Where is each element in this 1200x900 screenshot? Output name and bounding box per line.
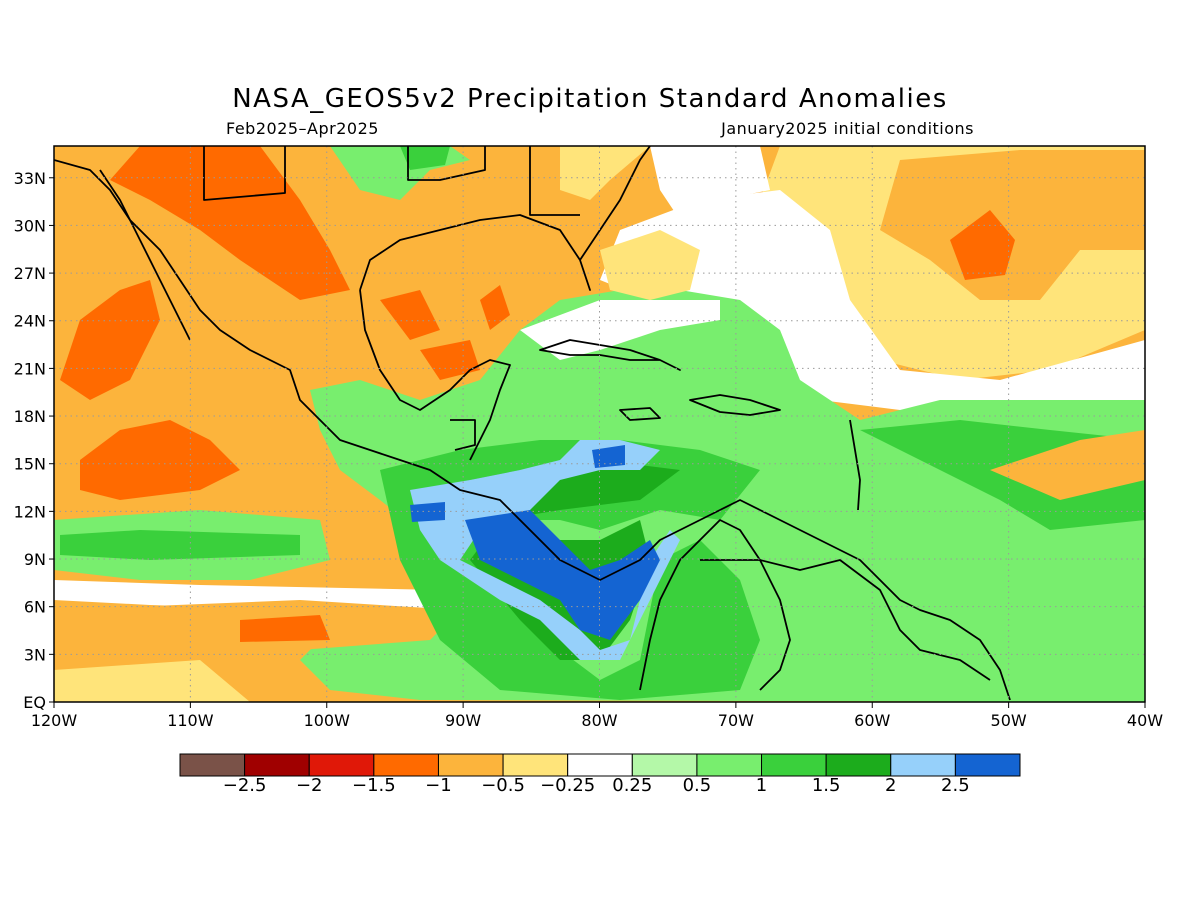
colorbar-label: −1: [425, 775, 452, 796]
lon-tick-label: 120W: [31, 711, 78, 730]
lat-tick-label: 15N: [14, 455, 46, 474]
field-gulf-dark-1: [380, 290, 440, 340]
field-gulf-dark-2: [420, 340, 480, 380]
lat-tick-label: 30N: [14, 216, 46, 235]
field-green-us-mid: [400, 146, 450, 170]
coastline-lesser-antilles: [849, 419, 861, 511]
colorbar-swatch: [890, 753, 956, 777]
lat-tick-label: 24N: [14, 312, 46, 331]
lon-tick-label: 60W: [854, 711, 890, 730]
colorbar-swatch: [631, 753, 698, 777]
lon-tick-label: 50W: [991, 711, 1027, 730]
coastline-jamaica: [619, 407, 661, 421]
colorbar-label: 2: [885, 775, 897, 796]
lat-tick-label: 9N: [24, 550, 46, 569]
forecast-period: Feb2025–Apr2025: [226, 119, 379, 138]
lat-tick-label: 12N: [14, 502, 46, 521]
field-white-gulf: [520, 300, 720, 360]
colorbar-label: −0.5: [481, 775, 525, 796]
field-yellow-florida: [600, 230, 700, 300]
lat-axis: EQ 3N 6N 9N 12N 15N 18N 21N 24N 27N 30N 33N: [14, 169, 54, 712]
colorbar-label: −1.5: [351, 775, 396, 796]
field-baja-dark: [60, 280, 160, 400]
colorbar-label: 1: [755, 775, 768, 796]
field-north-mexico-dark: [110, 146, 350, 300]
colorbar-label: 1.5: [811, 775, 841, 796]
colorbar-swatch: [696, 753, 763, 777]
colorbar-label: 2.5: [941, 775, 970, 796]
colorbar-label: 0.25: [612, 775, 653, 796]
coastline-cuba: [539, 339, 681, 371]
field-pacific-mexico-dark: [80, 420, 240, 500]
lat-tick-label: 33N: [14, 169, 46, 188]
colorbar-swatch: [373, 753, 439, 777]
lon-tick-label: 110W: [167, 711, 214, 730]
field-white-us: [650, 146, 770, 220]
lon-axis: 120W 110W 100W 90W 80W 70W 60W 50W 40W: [31, 702, 1163, 730]
coastline-gulf-west: [359, 289, 511, 461]
field-orange-pacific-dark: [240, 615, 330, 642]
colorbar-swatch: [954, 753, 1021, 777]
border-belize: [450, 419, 476, 451]
colorbar-swatch: [502, 753, 569, 777]
lon-tick-label: 80W: [581, 711, 617, 730]
field-blue-caribbean: [592, 445, 625, 468]
colorbar-swatch: [761, 753, 827, 777]
field-orange-atlantic-south: [990, 430, 1145, 500]
field-yellow-pacific: [54, 660, 250, 702]
coastline-mainland: [54, 159, 1011, 701]
coastline-south-america-interior: [639, 519, 791, 691]
coastline-baja: [99, 169, 191, 341]
lon-tick-label: 70W: [718, 711, 754, 730]
lat-tick-label: 6N: [24, 598, 46, 617]
lat-tick-label: EQ: [23, 693, 46, 712]
graticule: [54, 146, 1145, 702]
lon-tick-label: 40W: [1127, 711, 1163, 730]
lat-tick-label: 18N: [14, 407, 46, 426]
coastline-hispaniola: [689, 394, 781, 416]
colorbar-swatch: [825, 753, 892, 777]
colorbar-swatch: [308, 753, 375, 777]
colorbar-swatch: [179, 753, 246, 777]
initial-conditions: January2025 initial conditions: [721, 119, 974, 138]
colorbar-label: −2.5: [222, 775, 267, 796]
field-green-pacific-mid: [60, 530, 300, 560]
field-blue-dark-small: [410, 502, 445, 522]
colorbar-swatch: [567, 753, 633, 777]
border-south-america: [700, 559, 991, 681]
border-us-states: [407, 146, 486, 181]
lat-tick-label: 27N: [14, 264, 46, 283]
coastlines: [54, 146, 1011, 701]
colorbar-label: −0.25: [540, 775, 596, 796]
field-blue-dark: [465, 510, 660, 640]
field-yellow-us: [560, 146, 650, 200]
lat-tick-label: 3N: [24, 645, 46, 664]
colorbar-label: 0.5: [682, 775, 712, 796]
colorbar-label: −2: [295, 775, 323, 796]
coastline-gulf-north: [359, 146, 651, 291]
field-gulf-dark-3: [480, 285, 510, 330]
colorbar-swatch: [244, 753, 310, 777]
border-us-east: [529, 146, 580, 216]
field-atlantic-dark: [950, 210, 1015, 280]
colorbar-swatch: [437, 753, 504, 777]
border-us-mexico-west: [203, 146, 286, 201]
lon-tick-label: 90W: [445, 711, 481, 730]
lon-tick-label: 100W: [304, 711, 351, 730]
map-title: NASA_GEOS5v2 Precipitation Standard Anom…: [232, 84, 948, 114]
colorbar: [179, 753, 1021, 777]
lat-tick-label: 21N: [14, 359, 46, 378]
